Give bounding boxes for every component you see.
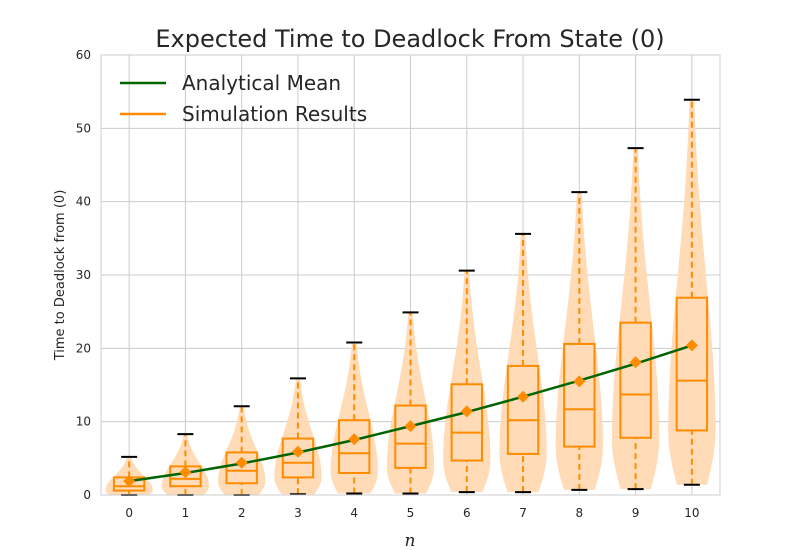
x-tick-label: 8 <box>575 506 583 520</box>
mean-marker <box>404 420 417 433</box>
legend: Analytical Mean Simulation Results <box>120 71 367 126</box>
x-tick-label: 1 <box>182 506 190 520</box>
x-tick-label: 2 <box>238 506 246 520</box>
x-tick-label: 5 <box>407 506 415 520</box>
box-iqr <box>563 342 596 448</box>
mean-marker <box>235 456 248 469</box>
y-tick-label: 60 <box>76 48 91 62</box>
mean-marker <box>517 390 530 403</box>
box-iqr <box>675 296 709 432</box>
box-iqr <box>225 451 258 485</box>
x-axis-label: n <box>405 531 416 550</box>
y-tick-label: 10 <box>76 415 91 429</box>
x-tick-label: 9 <box>632 506 640 520</box>
box-iqr <box>394 404 427 469</box>
tick-labels: 0 10 20 30 40 50 60 0 1 2 3 4 5 6 7 8 9 10 <box>76 48 700 520</box>
y-tick-label: 50 <box>76 121 91 135</box>
box-iqr <box>506 364 540 455</box>
x-tick-label: 6 <box>463 506 471 520</box>
x-tick-label: 4 <box>350 506 358 520</box>
y-tick-label: 40 <box>76 195 91 209</box>
mean-marker <box>179 466 192 479</box>
legend-label-simulation: Simulation Results <box>182 102 367 126</box>
y-tick-label: 30 <box>76 268 91 282</box>
box-iqr <box>281 437 315 479</box>
y-axis-label: Time to Deadlock from (0) <box>53 190 68 362</box>
plot-frame <box>100 54 721 496</box>
chart-title: Expected Time to Deadlock From State (0) <box>155 25 664 53</box>
legend-label-analytical: Analytical Mean <box>182 71 341 95</box>
mean-marker <box>629 356 642 369</box>
box-plots <box>112 98 709 496</box>
y-tick-label: 0 <box>83 488 91 502</box>
mean-markers <box>123 339 698 488</box>
mean-marker <box>348 433 361 446</box>
box-iqr <box>450 383 483 462</box>
mean-marker <box>573 375 586 388</box>
x-tick-label: 0 <box>125 506 133 520</box>
box-iqr <box>619 321 652 439</box>
x-tick-label: 7 <box>519 506 527 520</box>
mean-marker <box>123 475 136 488</box>
x-tick-label: 10 <box>684 506 699 520</box>
y-tick-label: 20 <box>76 341 91 355</box>
mean-marker <box>291 445 304 458</box>
x-tick-label: 3 <box>294 506 302 520</box>
mean-marker <box>685 339 698 352</box>
mean-marker <box>460 405 473 418</box>
box-iqr <box>338 419 371 475</box>
